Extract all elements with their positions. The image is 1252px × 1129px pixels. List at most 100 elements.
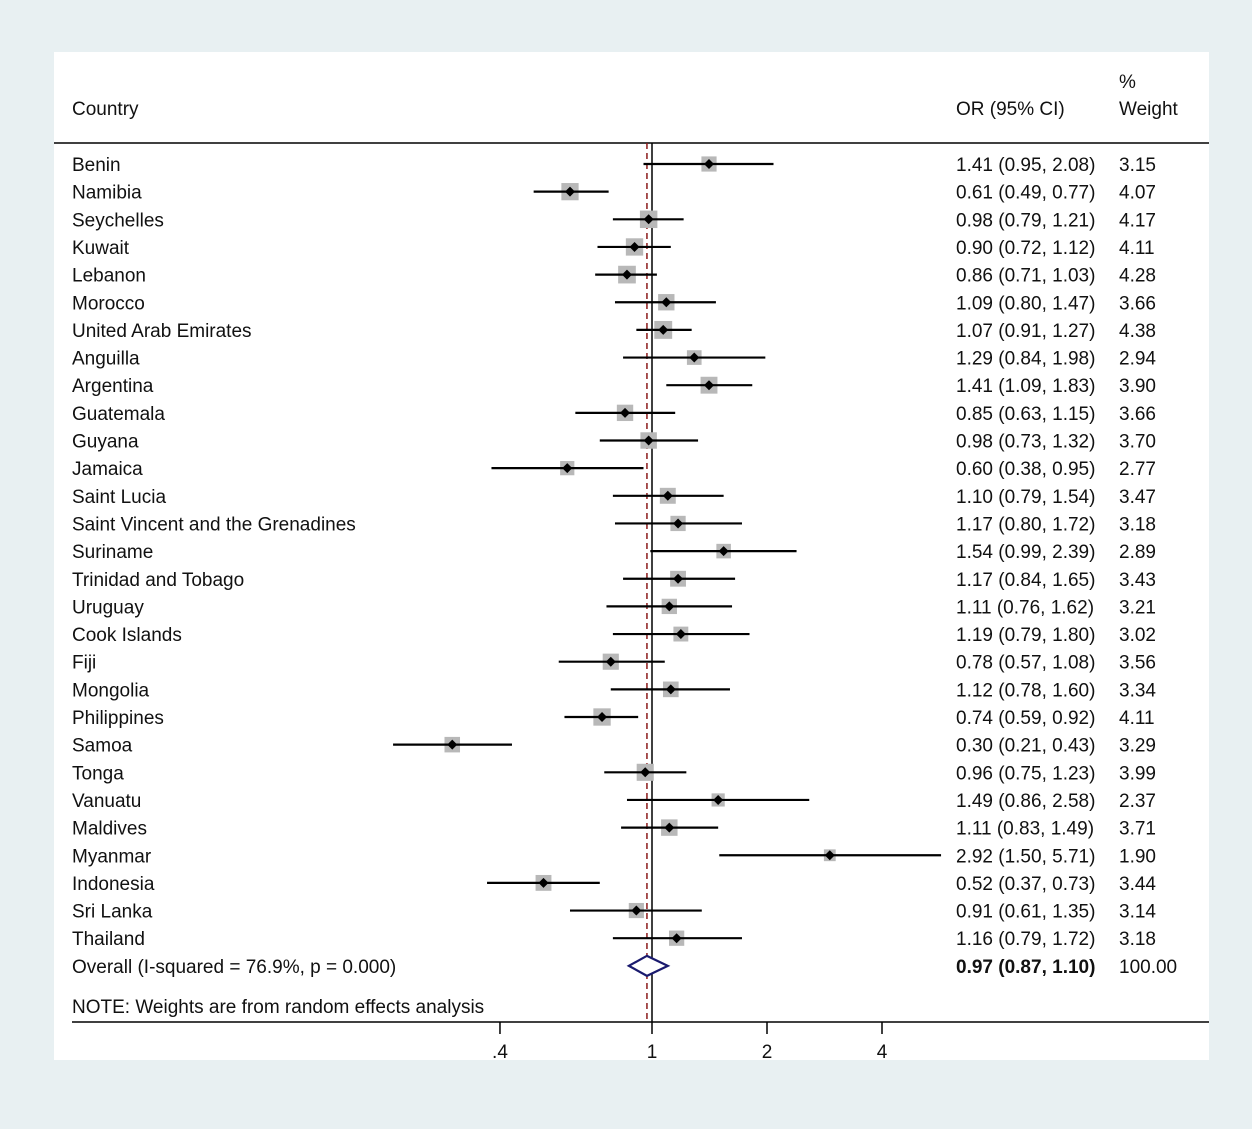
point-estimate (675, 629, 686, 640)
ci-text: 1.11 (0.76, 1.62) (956, 597, 1094, 618)
weight-text: 4.38 (1119, 321, 1156, 342)
weight-text: 2.37 (1119, 791, 1156, 812)
ci-text: 1.41 (0.95, 2.08) (956, 155, 1095, 176)
ci-text: 0.52 (0.37, 0.73) (956, 874, 1095, 895)
point-estimate (671, 933, 682, 944)
overall-weight-text: 100.00 (1119, 957, 1177, 978)
point-estimate (824, 850, 835, 861)
header-weight: Weight (1119, 99, 1179, 120)
overall-label: Overall (I-squared = 76.9%, p = 0.000) (72, 957, 396, 978)
ci-text: 1.12 (0.78, 1.60) (956, 680, 1095, 701)
weight-text: 4.07 (1119, 183, 1156, 204)
point-estimate (664, 601, 675, 612)
weight-text: 3.18 (1119, 929, 1156, 950)
weight-text: 4.11 (1119, 238, 1155, 259)
forest-plot: Country OR (95% CI) % Weight Benin 1.41 (… (54, 52, 1209, 1063)
study-label: Indonesia (72, 874, 155, 895)
weight-text: 1.90 (1119, 846, 1156, 867)
study-label: Guatemala (72, 404, 165, 425)
study-label: Saint Lucia (72, 487, 166, 508)
weight-text: 3.66 (1119, 293, 1156, 314)
weight-text: 4.28 (1119, 266, 1156, 287)
ci-text: 0.78 (0.57, 1.08) (956, 653, 1095, 674)
x-tick-label: .4 (492, 1042, 508, 1063)
ci-text: 0.86 (0.71, 1.03) (956, 266, 1095, 287)
ci-text: 0.96 (0.75, 1.23) (956, 763, 1095, 784)
weight-text: 4.17 (1119, 210, 1156, 231)
point-estimate (662, 490, 673, 501)
ci-text: 1.41 (1.09, 1.83) (956, 376, 1095, 397)
point-estimate (597, 712, 608, 722)
point-estimate (643, 435, 654, 446)
weight-text: 3.21 (1119, 597, 1156, 618)
point-estimate (673, 518, 684, 529)
weight-text: 3.90 (1119, 376, 1156, 397)
study-label: Anguilla (72, 349, 140, 370)
point-estimate (664, 822, 675, 833)
point-estimate (704, 159, 715, 169)
study-label: Philippines (72, 708, 164, 729)
ci-text: 1.10 (0.79, 1.54) (956, 487, 1095, 508)
point-estimate (621, 269, 632, 280)
study-label: Thailand (72, 929, 145, 950)
weight-text: 3.29 (1119, 736, 1156, 757)
weight-text: 2.77 (1119, 459, 1156, 480)
ci-text: 1.11 (0.83, 1.49) (956, 819, 1094, 840)
ci-text: 0.90 (0.72, 1.12) (956, 238, 1095, 259)
ci-text: 0.60 (0.38, 0.95) (956, 459, 1095, 480)
ci-text: 2.92 (1.50, 5.71) (956, 846, 1095, 867)
point-estimate (620, 407, 631, 418)
chart-frame: Country OR (95% CI) % Weight Benin 1.41 (… (4, 4, 1248, 1125)
ci-text: 0.85 (0.63, 1.15) (956, 404, 1095, 425)
ci-text: 1.19 (0.79, 1.80) (956, 625, 1095, 646)
study-label: Maldives (72, 819, 147, 840)
weight-text: 3.71 (1119, 819, 1156, 840)
point-estimate (643, 214, 654, 225)
study-label: Sri Lanka (72, 902, 153, 923)
point-estimate (447, 739, 458, 750)
ci-text: 1.09 (0.80, 1.47) (956, 293, 1095, 314)
weight-text: 4.11 (1119, 708, 1155, 729)
weight-text: 2.94 (1119, 349, 1156, 370)
ci-text: 1.17 (0.84, 1.65) (956, 570, 1095, 591)
weight-text: 3.66 (1119, 404, 1156, 425)
ci-text: 1.49 (0.86, 2.58) (956, 791, 1095, 812)
overall-diamond (626, 954, 671, 978)
header-country: Country (72, 99, 139, 120)
point-estimate (629, 241, 640, 252)
x-tick-label: 2 (762, 1042, 773, 1063)
point-estimate (673, 573, 684, 584)
study-label: Vanuatu (72, 791, 141, 812)
point-estimate (538, 877, 549, 888)
weight-text: 3.70 (1119, 432, 1156, 453)
study-label: Samoa (72, 736, 133, 757)
weight-text: 3.47 (1119, 487, 1156, 508)
point-estimate (704, 380, 715, 391)
x-axis-ticks: .4 1 2 4 (492, 1022, 888, 1063)
weight-text: 3.18 (1119, 514, 1156, 535)
study-label: Saint Vincent and the Grenadines (72, 514, 356, 535)
header-weight-pct: % (1119, 72, 1136, 93)
ci-text: 0.61 (0.49, 0.77) (956, 183, 1095, 204)
weight-text: 3.15 (1119, 155, 1156, 176)
study-label: Morocco (72, 293, 145, 314)
study-label: Myanmar (72, 846, 152, 867)
weight-text: 3.56 (1119, 653, 1156, 674)
point-estimate (689, 352, 700, 363)
weight-text: 3.34 (1119, 680, 1156, 701)
weight-text: 2.89 (1119, 542, 1156, 563)
point-estimate (661, 297, 672, 308)
header-or: OR (95% CI) (956, 99, 1065, 120)
x-tick-label: 1 (647, 1042, 658, 1063)
point-estimate (658, 324, 669, 335)
study-label: Lebanon (72, 266, 146, 287)
study-label: Trinidad and Tobago (72, 570, 244, 591)
point-estimate (605, 656, 616, 667)
x-tick-label: 4 (877, 1042, 888, 1063)
ci-text: 1.54 (0.99, 2.39) (956, 542, 1095, 563)
study-label: Jamaica (72, 459, 143, 480)
study-label: Tonga (72, 763, 124, 784)
study-label: Argentina (72, 376, 154, 397)
weights-note: NOTE: Weights are from random effects an… (72, 997, 484, 1018)
ci-text: 0.91 (0.61, 1.35) (956, 902, 1095, 923)
